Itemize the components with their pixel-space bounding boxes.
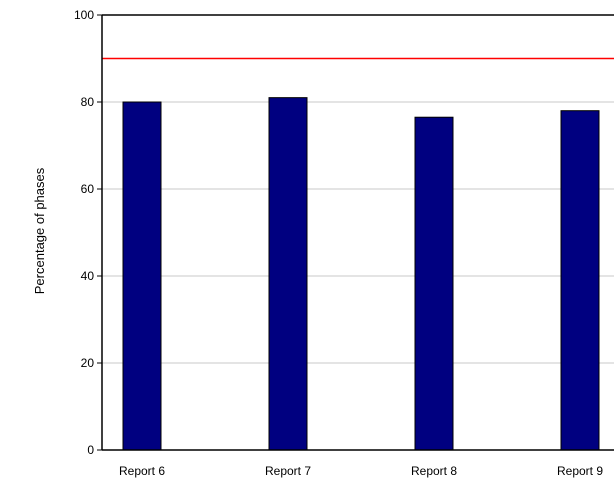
x-tick-label: Report 8 [411, 464, 457, 478]
y-tick-labels: 0 20 40 60 80 100 [74, 8, 94, 457]
y-axis-title: Percentage of phases [32, 167, 47, 294]
x-tick-label: Report 6 [119, 464, 165, 478]
bar [414, 116, 454, 451]
bar [560, 110, 600, 451]
y-tick-label: 60 [81, 182, 95, 196]
y-tick-label: 80 [81, 95, 95, 109]
x-tick-label: Report 9 [557, 464, 603, 478]
axes [97, 14, 614, 451]
y-tick-label: 40 [81, 269, 95, 283]
y-tick-label: 100 [74, 8, 94, 22]
y-tick-label: 0 [87, 443, 94, 457]
gridlines [102, 101, 614, 364]
x-tick-labels: Report 6 Report 7 Report 8 Report 9 [119, 464, 603, 478]
x-tick-label: Report 7 [265, 464, 311, 478]
y-tick-label: 20 [81, 356, 95, 370]
bar [122, 101, 162, 451]
bar [268, 97, 308, 451]
bars [122, 97, 600, 451]
